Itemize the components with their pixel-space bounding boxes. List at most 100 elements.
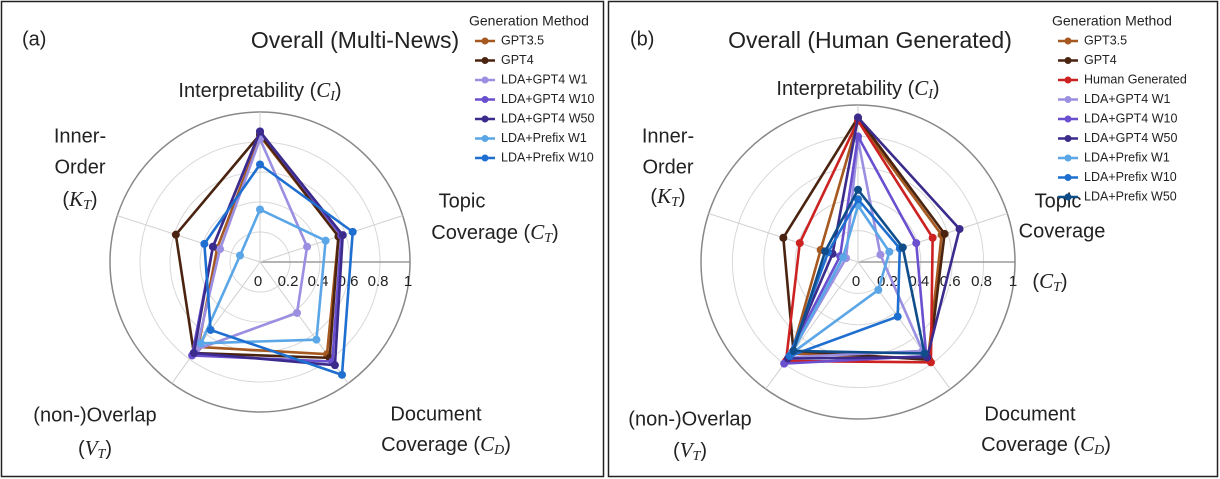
legend-dot bbox=[1064, 115, 1072, 123]
legend-dot bbox=[1064, 193, 1072, 201]
legend-label: GPT4 bbox=[1084, 53, 1117, 67]
legend-label: LDA+Prefix W50 bbox=[1084, 189, 1177, 203]
axis-label-var: V bbox=[85, 436, 100, 460]
series-point bbox=[893, 312, 902, 321]
axis-label: Order bbox=[54, 156, 105, 178]
axis-label: (non-)Overlap bbox=[33, 404, 156, 426]
legend-dot bbox=[1064, 154, 1072, 162]
axis-label-sub: T bbox=[83, 198, 92, 213]
legend-label: LDA+Prefix W10 bbox=[501, 150, 594, 164]
axis-label-sub: T bbox=[1053, 280, 1062, 295]
legend-dot bbox=[1064, 96, 1072, 103]
series-point bbox=[256, 205, 264, 214]
axis-label: Order bbox=[642, 156, 693, 178]
spoke bbox=[171, 261, 261, 384]
axis-label-text: Interpretability ( bbox=[776, 78, 914, 100]
series-point bbox=[208, 242, 217, 251]
series-polygon bbox=[792, 188, 926, 355]
series-polygon bbox=[790, 204, 891, 355]
spoke bbox=[117, 215, 261, 263]
axis-label: Inner- bbox=[54, 125, 106, 147]
series-point bbox=[206, 325, 215, 334]
spoke bbox=[765, 261, 859, 390]
axis-label-text: Coverage ( bbox=[981, 434, 1080, 456]
series-polygon bbox=[192, 130, 345, 367]
series-point bbox=[874, 285, 883, 294]
axis-label-post: ) bbox=[105, 438, 112, 460]
r-tick-label: 0 bbox=[254, 273, 262, 290]
axis-label-post: ) bbox=[91, 189, 98, 211]
axis-label: (VT) bbox=[673, 438, 707, 464]
series-point bbox=[256, 127, 264, 136]
axis-label-sub: I bbox=[927, 87, 934, 102]
series-point bbox=[854, 195, 862, 204]
series-point bbox=[303, 242, 312, 251]
legend-label: LDA+GPT4 W50 bbox=[501, 111, 594, 125]
axis-label: Document bbox=[390, 403, 482, 425]
series-polygon bbox=[203, 163, 355, 377]
series-point bbox=[321, 236, 330, 245]
legend-label: LDA+Prefix W1 bbox=[501, 131, 587, 145]
axis-label: (VT) bbox=[78, 436, 112, 462]
axis-label-var: C bbox=[1039, 269, 1054, 293]
legend-label: Human Generated bbox=[1084, 72, 1187, 86]
axis-label: (KT) bbox=[650, 184, 685, 210]
axis-label-post: ) bbox=[679, 186, 686, 208]
series-point bbox=[200, 239, 209, 248]
series-point bbox=[348, 227, 357, 236]
series-point bbox=[330, 361, 339, 370]
series-point bbox=[779, 233, 788, 242]
legend-dot bbox=[1064, 135, 1072, 142]
legend-dot bbox=[481, 37, 489, 45]
series-point bbox=[928, 233, 937, 242]
panel-label: (a) bbox=[22, 28, 46, 50]
series-point bbox=[216, 245, 225, 254]
chart-title: Overall (Human Generated) bbox=[728, 27, 1012, 53]
series-point bbox=[171, 230, 180, 239]
series-polygon bbox=[782, 116, 946, 362]
axis-label-text: ( bbox=[650, 186, 657, 208]
panel-border bbox=[0, 0, 605, 478]
series-point bbox=[854, 185, 862, 194]
panel-label: (b) bbox=[630, 28, 654, 50]
series-polygon bbox=[174, 133, 340, 360]
legend-dot bbox=[481, 57, 489, 64]
legend-label: LDA+GPT4 W1 bbox=[1084, 92, 1171, 106]
r-tick-label: 1 bbox=[1009, 273, 1017, 290]
series-point bbox=[821, 247, 830, 256]
r-tick-label: 0.6 bbox=[940, 273, 961, 290]
series-point bbox=[196, 339, 205, 348]
axis-label: (non-)Overlap bbox=[628, 408, 751, 430]
axis-label-post: ) bbox=[552, 222, 559, 244]
axis-label-var: C bbox=[1080, 432, 1095, 456]
legend-dot bbox=[481, 135, 489, 142]
axis-label-text: ( bbox=[1032, 271, 1039, 293]
axis-label-post: ) bbox=[335, 80, 342, 102]
series-polygon bbox=[788, 197, 902, 358]
axis-label-text: ( bbox=[673, 440, 680, 462]
legend-label: LDA+Prefix W10 bbox=[1084, 170, 1177, 184]
series-point bbox=[876, 250, 885, 259]
axis-label: Coverage (CT) bbox=[431, 220, 558, 246]
axis-label-post: ) bbox=[1104, 434, 1111, 456]
legend-title: Generation Method bbox=[1052, 13, 1172, 29]
series-point bbox=[839, 253, 848, 262]
axis-label-sub: T bbox=[671, 195, 680, 210]
axis-label-text: ( bbox=[62, 189, 69, 211]
legend-label: LDA+GPT4 W1 bbox=[501, 72, 588, 86]
series-point bbox=[795, 239, 804, 248]
axis-label-sub: T bbox=[693, 449, 702, 464]
legend-label: GPT4 bbox=[501, 53, 534, 67]
axis-label-sub: D bbox=[493, 443, 504, 458]
chart-title: Overall (Multi-News) bbox=[251, 27, 459, 53]
axis-label-var: C bbox=[480, 432, 495, 456]
axis-label-sub: T bbox=[544, 231, 553, 246]
axis-label-text: ( bbox=[78, 438, 85, 460]
legend-dot bbox=[481, 154, 489, 162]
series-point bbox=[955, 225, 964, 234]
series-point bbox=[236, 251, 245, 260]
series-point bbox=[940, 229, 949, 238]
series-point bbox=[789, 346, 798, 355]
axis-label-var: K bbox=[68, 187, 84, 211]
